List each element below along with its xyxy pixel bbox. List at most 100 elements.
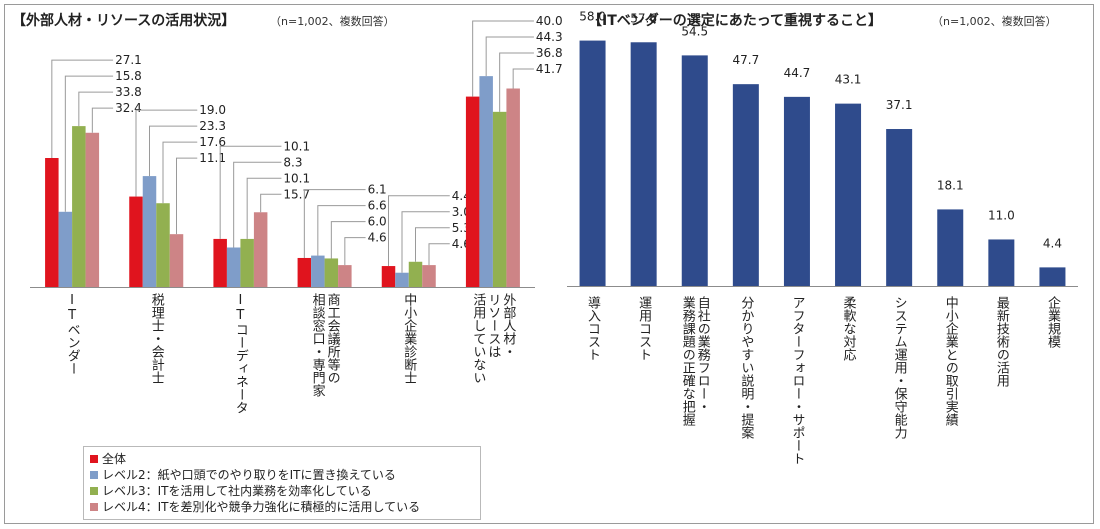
category-label: システム運用・保守能力: [891, 296, 907, 439]
data-label: 37.1: [886, 98, 913, 112]
bar: [988, 239, 1015, 286]
data-label: 11.1: [199, 151, 226, 165]
category-label: ITベンダー: [64, 293, 80, 375]
leader-line: [401, 211, 450, 273]
category-label: 最新技術の活用: [993, 296, 1009, 387]
bar: [142, 176, 157, 287]
bar: [85, 132, 100, 287]
category-label: 中小企業との取引実績: [942, 296, 958, 426]
data-label: 10.1: [283, 139, 310, 153]
category-label: 運用コスト: [636, 296, 652, 361]
bar: [422, 265, 436, 287]
legend-swatch: [90, 455, 98, 463]
bar: [381, 266, 396, 287]
data-label: 8.3: [283, 155, 302, 169]
leader-line: [78, 91, 114, 127]
bar: [240, 238, 254, 287]
category-label: ITコーディネータ: [232, 293, 248, 414]
bar: [1039, 267, 1066, 286]
legend-item: レベル3：ITを活用して社内業務を効率化している: [90, 483, 474, 499]
legend-label: 全体: [102, 452, 127, 466]
leader-line: [162, 141, 198, 204]
left-chart-title: 【外部人材・リソースの活用状況】: [12, 13, 236, 29]
legend-label: レベル2：紙や口頭でのやり取りをITに置き換えている: [102, 468, 396, 482]
leader-line: [330, 221, 366, 259]
bar: [732, 84, 759, 286]
data-label: 23.3: [199, 119, 226, 133]
data-label: 6.6: [368, 199, 387, 213]
bar: [72, 126, 86, 287]
bar: [169, 234, 184, 287]
category-label: 自社の業務フロー・ 業務課題の正確な把握: [679, 296, 710, 426]
data-label: 6.1: [368, 183, 387, 197]
category-label: 導入コスト: [585, 296, 601, 361]
data-label: 43.1: [835, 73, 862, 87]
leader-line: [512, 68, 534, 89]
leader-line: [415, 227, 450, 262]
leader-line: [317, 205, 366, 256]
leader-line: [388, 195, 450, 267]
right-chart-title: 【ITベンダーの選定にあたって重視すること】: [588, 13, 883, 29]
leader-line: [149, 125, 198, 177]
bar: [479, 76, 493, 287]
bar: [213, 238, 227, 287]
legend-item: レベル2：紙や口頭でのやり取りをITに置き換えている: [90, 467, 474, 483]
bar: [338, 265, 352, 287]
bar: [324, 258, 339, 287]
bar: [886, 129, 913, 286]
leader-line: [303, 189, 366, 258]
leader-line: [233, 161, 282, 248]
data-label: 27.1: [115, 53, 142, 67]
bar: [58, 211, 73, 287]
leader-line: [91, 107, 114, 133]
leader-line: [219, 145, 282, 239]
bar: [835, 103, 862, 286]
data-label: 57.6: [630, 11, 657, 25]
data-label: 11.0: [988, 208, 1015, 222]
data-label: 44.3: [536, 30, 563, 44]
figure-frame: [4, 4, 1094, 524]
bar: [783, 96, 810, 286]
bar: [129, 196, 143, 287]
bar: [311, 255, 325, 287]
leader-line: [485, 36, 534, 77]
leader-line: [428, 243, 450, 266]
data-label: 58.0: [579, 10, 606, 24]
data-label: 10.1: [283, 171, 310, 185]
bar: [492, 111, 507, 287]
bar: [395, 272, 409, 287]
data-label: 15.7: [283, 187, 310, 201]
bar: [297, 257, 312, 287]
left-chart-note: （n=1,002、複数回答）: [270, 15, 395, 28]
data-label: 4.4: [1043, 236, 1062, 250]
legend-label: レベル3：ITを活用して社内業務を効率化している: [102, 484, 372, 498]
category-label: 中小企業診断士: [401, 293, 417, 384]
leader-line: [344, 237, 366, 266]
data-label: 47.7: [732, 53, 759, 67]
category-label: アフターフォロー・サポート: [789, 296, 805, 465]
data-label: 15.8: [115, 69, 142, 83]
data-label: 18.1: [937, 178, 964, 192]
leader-line: [260, 193, 282, 213]
legend-swatch: [90, 503, 98, 511]
data-label: 32.4: [115, 101, 142, 115]
data-label: 6.0: [368, 215, 387, 229]
data-label: 36.8: [536, 46, 563, 60]
data-label: 40.0: [536, 14, 563, 28]
bar: [408, 261, 423, 287]
bar: [681, 55, 708, 286]
legend-item: レベル4：ITを差別化や競争力強化に積極的に活用している: [90, 499, 474, 515]
category-label: 企業規模: [1044, 296, 1060, 348]
category-label: 税理士・会計士: [148, 293, 164, 384]
data-label: 19.0: [199, 103, 226, 117]
data-label: 44.7: [784, 66, 811, 80]
data-label: 17.6: [199, 135, 226, 149]
legend-label: レベル4：ITを差別化や競争力強化に積極的に活用している: [102, 500, 421, 514]
leader-line: [472, 20, 534, 97]
data-label: 33.8: [115, 85, 142, 99]
leader-line: [51, 59, 114, 159]
category-label: 外部人材・ リソースは 活用していない: [470, 293, 516, 384]
leader-line: [176, 157, 198, 235]
